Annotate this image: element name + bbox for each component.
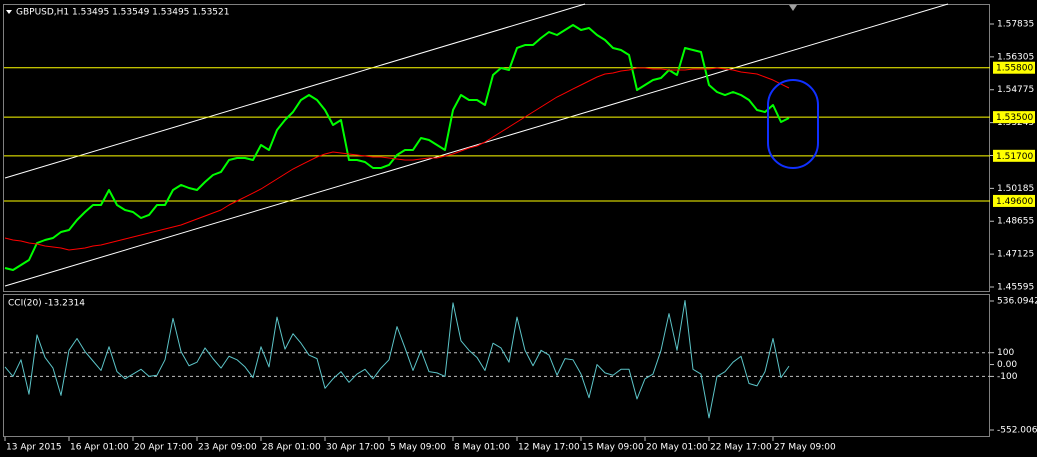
x-tick-label: 13 Apr 2015 [6,443,62,453]
price-panel-frame [3,4,990,292]
x-tick-label: 16 Apr 01:00 [70,443,129,453]
channel-upper [4,3,586,179]
x-tick-label: 20 Apr 17:00 [134,443,193,453]
indicator-title: CCI(20) -13.2314 [8,299,85,309]
y-tick-label: 1.47125 [997,250,1034,260]
x-tick-label: 22 May 17:00 [710,443,772,453]
series-line [4,24,790,271]
channel-lower [4,3,949,287]
plot-layer [4,24,990,419]
x-tick-label: 30 Apr 17:00 [326,443,385,453]
level-label: 1.55800 [996,64,1033,74]
x-tick-label: 27 May 09:00 [774,443,836,453]
level-label: 1.51700 [996,152,1033,162]
menu-arrow [6,10,12,14]
y-tick-label: -552.0064 [997,426,1037,436]
x-tick-label: 12 May 17:00 [518,443,580,453]
level-label: 1.53500 [996,113,1033,123]
y-tick-label: 100 [997,348,1014,358]
x-tick-label: 23 Apr 09:00 [198,443,257,453]
y-tick-label: 1.45595 [997,282,1034,292]
level-label-box [993,194,1035,207]
series-line [4,300,790,419]
y-tick-label: 0.00 [997,360,1017,370]
level-label-box [993,149,1035,162]
indicator-panel-frame [3,294,990,437]
level-label: 1.49600 [996,197,1033,207]
x-tick-label: 5 May 09:00 [390,443,446,453]
x-tick-label: 20 May 01:00 [646,443,708,453]
y-tick-label: 1.54775 [997,85,1034,95]
y-tick-label: -100 [997,372,1018,382]
y-tick-label: 1.56305 [997,52,1034,62]
x-tick-label: 8 May 01:00 [454,443,510,453]
shift-marker [789,5,797,11]
series-line [4,67,790,251]
x-tick-label: 15 May 09:00 [582,443,644,453]
x-tick-label: 28 Apr 01:00 [262,443,321,453]
level-label-box [993,111,1035,124]
y-tick-label: 1.50185 [997,184,1034,194]
price-title: GBPUSD,H1 1.53495 1.53549 1.53495 1.5352… [16,8,229,18]
y-tick-label: 536.0942 [997,297,1037,307]
y-tick-label: 1.57835 [997,19,1034,29]
level-label-box [993,61,1035,74]
highlight [767,79,819,169]
y-tick-label: 1.48655 [997,217,1034,227]
